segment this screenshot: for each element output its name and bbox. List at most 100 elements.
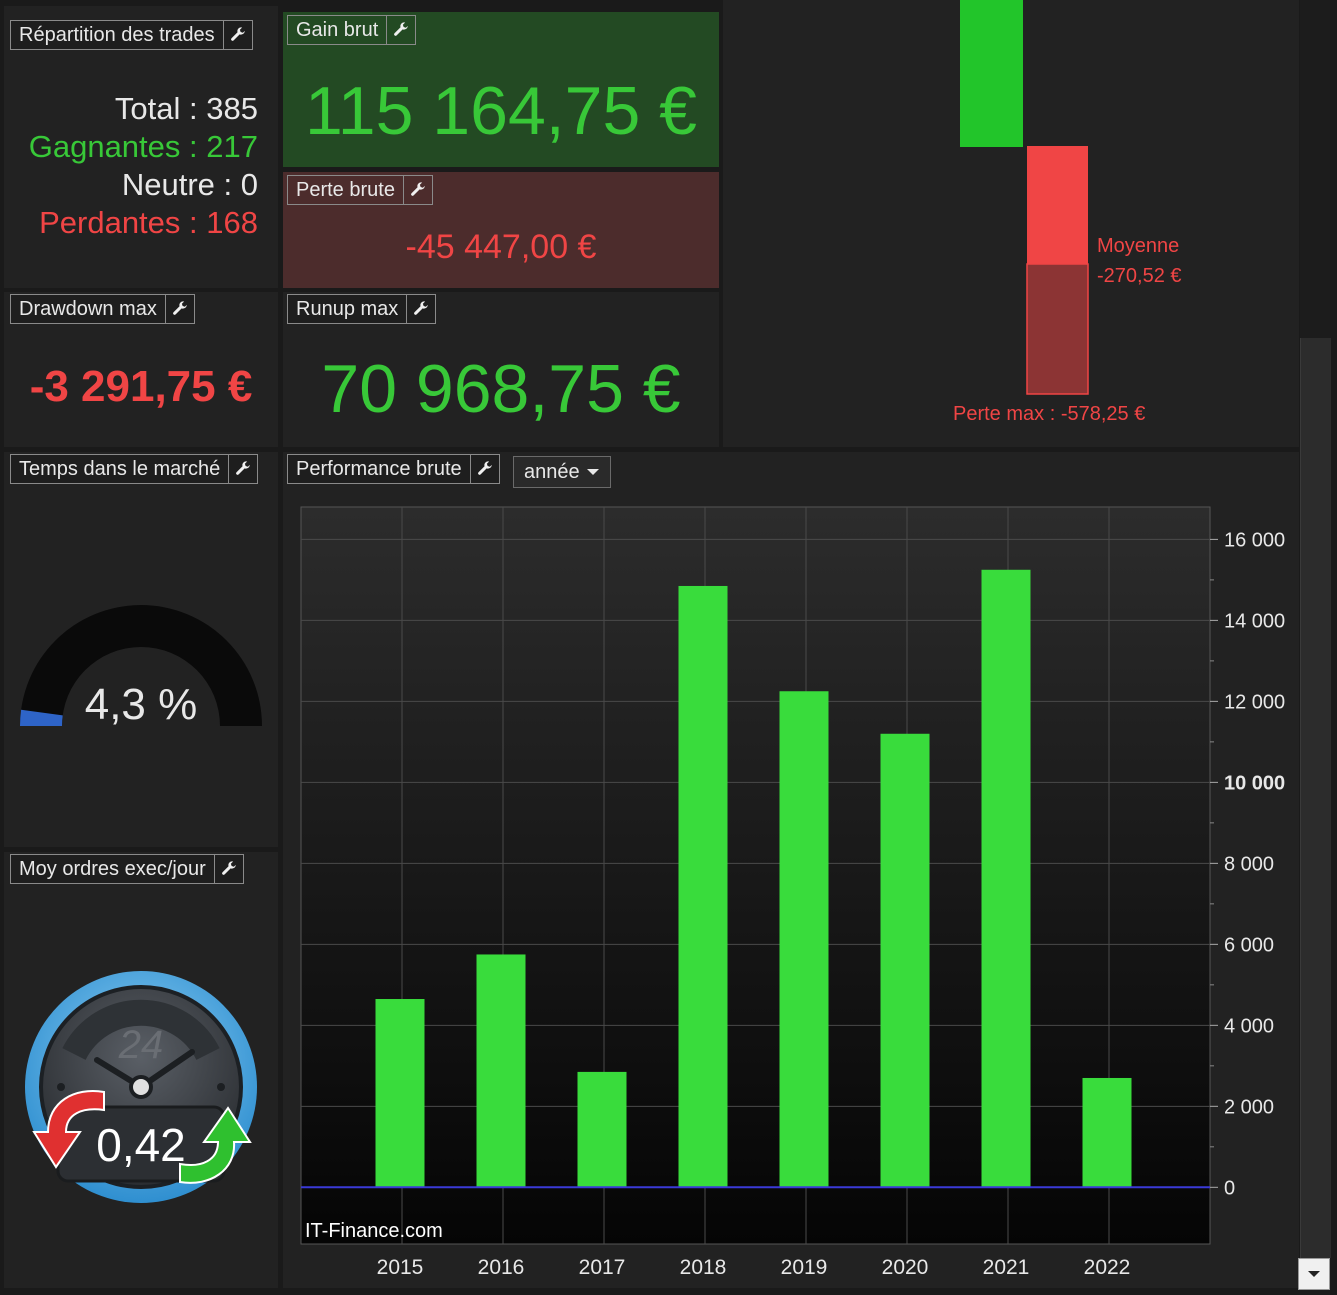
chevron-down-icon xyxy=(1308,1271,1320,1277)
wrench-icon[interactable] xyxy=(407,294,437,324)
label-layer: 0 2 000 4 000 6 000 8 000 10 000 12 000 14 000 1… xyxy=(377,529,1286,1279)
gain-bar xyxy=(960,0,1023,147)
clock-label: 24 xyxy=(118,1023,164,1067)
loss-panel: Perte brute -45 447,00 € xyxy=(283,172,719,288)
bar-2019[interactable] xyxy=(779,691,829,1188)
market-time-panel: Temps dans le marché 4,3 % xyxy=(4,452,278,847)
y-tick-label: 6 000 xyxy=(1224,934,1274,956)
max-loss-label: Perte max : -578,25 € xyxy=(953,403,1146,425)
drawdown-panel-header: Drawdown max xyxy=(10,294,195,324)
orders-panel-header: Moy ordres exec/jour xyxy=(10,854,244,884)
trades-panel-title: Répartition des trades xyxy=(10,20,224,50)
y-tick-label: 12 000 xyxy=(1224,691,1285,713)
wrench-icon[interactable] xyxy=(229,454,259,484)
drawdown-value: -3 291,75 € xyxy=(29,362,253,411)
scrollbar-thumb[interactable] xyxy=(1300,338,1331,1258)
trades-panel: Répartition des trades Total : 385 Gagna… xyxy=(4,6,278,288)
winning-value: 217 xyxy=(206,129,258,164)
loss-distribution-chart xyxy=(960,0,1089,395)
drawdown-panel: Drawdown max -3 291,75 € xyxy=(4,292,278,447)
clock-dot-left xyxy=(57,1083,65,1091)
bar-2022[interactable] xyxy=(1082,1077,1132,1188)
gauge-fill xyxy=(20,709,63,726)
average-label: Moyenne xyxy=(1097,235,1180,257)
trades-panel-header: Répartition des trades xyxy=(10,20,253,50)
x-tick-label: 2017 xyxy=(579,1256,626,1279)
scroll-down-button[interactable] xyxy=(1298,1258,1330,1290)
x-tick-label: 2020 xyxy=(882,1256,929,1279)
gain-value: 115 164,75 € xyxy=(305,73,697,149)
performance-panel-title: Performance brute xyxy=(287,454,471,484)
x-tick-label: 2019 xyxy=(781,1256,828,1279)
wrench-icon[interactable] xyxy=(403,175,433,205)
market-time-panel-title: Temps dans le marché xyxy=(10,454,230,484)
max-loss-bar xyxy=(1026,263,1089,395)
total-row: Total : 385 xyxy=(29,90,258,128)
watermark: IT-Finance.com xyxy=(305,1220,443,1242)
runup-value: 70 968,75 € xyxy=(321,351,681,427)
total-value: 385 xyxy=(206,91,258,126)
gain-panel-header: Gain brut xyxy=(287,15,417,45)
gain-panel-title: Gain brut xyxy=(287,15,388,45)
average-value: -270,52 € xyxy=(1097,265,1182,287)
winning-row: Gagnantes : 217 xyxy=(29,128,258,166)
clock-dot-right xyxy=(217,1083,225,1091)
loss-panel-title: Perte brute xyxy=(287,175,404,205)
bar-2015[interactable] xyxy=(375,999,425,1188)
plot-area xyxy=(300,506,1211,1245)
wrench-icon[interactable] xyxy=(223,20,253,50)
loss-value: -45 447,00 € xyxy=(405,228,597,266)
neutral-row: Neutre : 0 xyxy=(29,166,258,204)
y-tick-label: 14 000 xyxy=(1224,610,1285,632)
wrench-icon[interactable] xyxy=(387,15,417,45)
neutral-value: 0 xyxy=(240,167,258,202)
x-tick-label: 2018 xyxy=(680,1256,727,1279)
orders-panel-title: Moy ordres exec/jour xyxy=(10,854,215,884)
losing-row: Perdantes : 168 xyxy=(29,204,258,242)
x-tick-label: 2022 xyxy=(1084,1256,1131,1279)
drawdown-panel-title: Drawdown max xyxy=(10,294,166,324)
orders-panel: Moy ordres exec/jour 24 0,42 xyxy=(4,852,278,1288)
neutral-label: Neutre : xyxy=(121,167,233,202)
gauge-track xyxy=(20,605,262,726)
clock-center xyxy=(129,1075,153,1099)
y-tick-label: 4 000 xyxy=(1224,1015,1274,1037)
wrench-icon[interactable] xyxy=(165,294,195,324)
runup-panel-header: Runup max xyxy=(287,294,437,324)
x-tick-label: 2015 xyxy=(377,1256,424,1279)
loss-distribution-panel: Moyenne -270,52 € Perte max : -578,25 € xyxy=(723,0,1299,447)
period-dropdown[interactable]: année xyxy=(513,456,611,488)
x-tick-label: 2021 xyxy=(983,1256,1030,1279)
bar-2017[interactable] xyxy=(577,1071,627,1188)
clock-icon: 24 xyxy=(25,971,257,1203)
total-label: Total : xyxy=(114,91,198,126)
bar-2018[interactable] xyxy=(678,585,728,1188)
market-time-panel-header: Temps dans le marché xyxy=(10,454,259,484)
period-selected: année xyxy=(524,460,580,483)
x-tick-label: 2016 xyxy=(478,1256,525,1279)
y-tick-label: 8 000 xyxy=(1224,853,1274,875)
winning-label: Gagnantes : xyxy=(28,129,198,164)
bar-2016[interactable] xyxy=(476,954,526,1188)
performance-panel: Performance brute année 0 2 000 4 000 6 000… xyxy=(283,452,1299,1288)
wrench-icon[interactable] xyxy=(214,854,244,884)
performance-panel-header: Performance brute xyxy=(287,454,500,484)
runup-panel-title: Runup max xyxy=(287,294,408,324)
market-time-gauge xyxy=(20,605,262,726)
y-tick-label: 10 000 xyxy=(1224,772,1285,794)
chevron-down-icon xyxy=(586,469,599,475)
trades-stats: Total : 385 Gagnantes : 217 Neutre : 0 P… xyxy=(29,90,258,242)
clock-top-arc xyxy=(62,999,220,1061)
gain-panel: Gain brut 115 164,75 € xyxy=(283,12,719,167)
market-time-value: 4,3 % xyxy=(84,680,198,729)
y-tick-label: 16 000 xyxy=(1224,529,1285,551)
bar-2021[interactable] xyxy=(981,569,1031,1188)
bar-layer xyxy=(301,569,1210,1189)
red-arrow-icon xyxy=(32,1090,105,1169)
orders-value: 0,42 xyxy=(96,1119,186,1171)
y-tick-label: 0 xyxy=(1224,1177,1235,1199)
y-tick-label: 2 000 xyxy=(1224,1096,1274,1118)
bar-2020[interactable] xyxy=(880,733,930,1188)
wrench-icon[interactable] xyxy=(470,454,500,484)
performance-chart: 0 2 000 4 000 6 000 8 000 10 000 12 000 14 000 1… xyxy=(300,506,1286,1279)
